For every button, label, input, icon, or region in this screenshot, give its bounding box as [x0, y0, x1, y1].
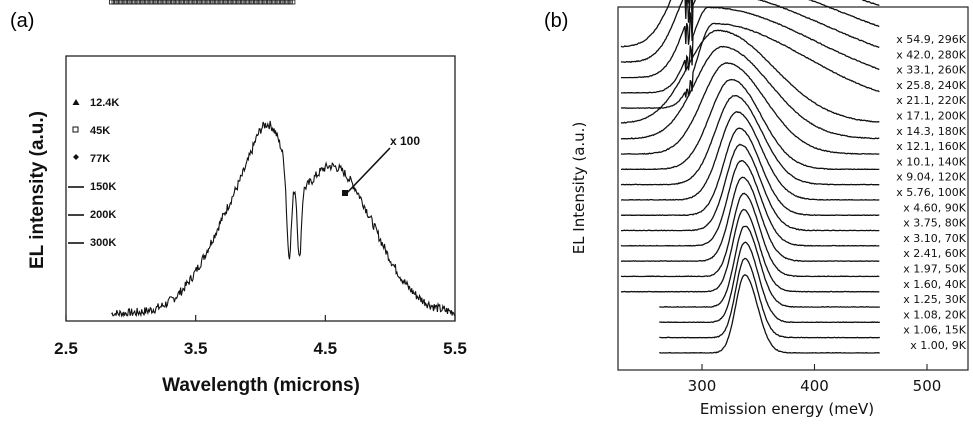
- curves-a: [108, 0, 456, 318]
- trace-b-15: [620, 29, 880, 124]
- trace-b-12: [621, 78, 880, 171]
- y-axis-label-b: EL Intensity (a.u.): [570, 122, 588, 255]
- trace-b-3: [659, 225, 880, 308]
- trace-label-b-17: x 25.8, 240K: [896, 79, 966, 92]
- trace-labels-b: x 1.00, 9K x 1.06, 15K x 1.08, 20K x 1.25, …: [896, 33, 966, 352]
- legend-marker-diamond: [73, 154, 79, 160]
- trace-label-b-8: x 3.75, 80K: [903, 217, 966, 230]
- legend-item-a-3: 150K: [68, 181, 116, 193]
- trace-b-10: [621, 111, 880, 201]
- legend-label-a-1: 45K: [90, 125, 110, 137]
- trace-b-17: [621, 6, 880, 94]
- trace-b-5: [621, 192, 880, 278]
- trace-b-1: [659, 257, 881, 339]
- trace-b-4: [621, 208, 880, 293]
- trace-b-2: [659, 241, 880, 324]
- panel-label-a: (a): [10, 10, 34, 32]
- trace-b-9: [620, 127, 880, 216]
- legend-label-a-2: 77K: [90, 153, 110, 165]
- trace-label-b-1: x 1.06, 15K: [903, 324, 966, 337]
- trace-label-b-14: x 14.3, 180K: [896, 125, 966, 138]
- trace-label-b-9: x 4.60, 90K: [903, 201, 966, 214]
- legend-label-a-5: 300K: [90, 237, 116, 249]
- annotation-arrow: [344, 147, 391, 196]
- x-axis-label-b: Emission energy (meV): [700, 400, 874, 418]
- trace-label-b-0: x 1.00, 9K: [910, 339, 966, 352]
- trace-label-b-19: x 42.0, 280K: [896, 48, 966, 61]
- trace-b-16: [620, 22, 880, 109]
- series-a-300K: [111, 120, 456, 318]
- curves-b: [620, 0, 881, 354]
- legend-label-a-3: 150K: [90, 181, 116, 193]
- trace-label-b-11: x 9.04, 120K: [896, 171, 966, 184]
- trace-b-0: [659, 274, 880, 354]
- trace-b-11: [620, 95, 880, 186]
- trace-b-18: [621, 0, 880, 79]
- trace-label-b-6: x 2.41, 60K: [903, 247, 966, 260]
- trace-b-14: [621, 45, 880, 140]
- x-tick-label-b-2: 500: [913, 377, 942, 395]
- legend-item-a-2: 77K: [73, 153, 110, 165]
- trace-b-6: [620, 176, 880, 262]
- plot-frame-a: [65, 55, 456, 322]
- x-tick-label-a-1: 3.5: [184, 339, 208, 358]
- trace-label-b-2: x 1.08, 20K: [903, 308, 966, 321]
- x-axis-label-a: Wavelength (microns): [162, 375, 360, 396]
- trace-label-b-18: x 33.1, 260K: [896, 64, 966, 77]
- panel-a: 2.5 3.5 4.5 5.5 12.4K 45K 77K 150K 200K 300K x 1…: [27, 0, 467, 396]
- legend-marker-triangle: [72, 99, 80, 105]
- x-tick-label-a-3: 5.5: [443, 339, 467, 358]
- x-tick-label-a-2: 4.5: [314, 339, 338, 358]
- trace-label-b-3: x 1.25, 30K: [903, 293, 966, 306]
- trace-b-7: [620, 159, 880, 247]
- annotation-x100: x 100: [390, 134, 420, 148]
- trace-label-b-10: x 5.76, 100K: [896, 186, 966, 199]
- legend-item-a-4: 200K: [68, 209, 116, 221]
- panel-b: x 1.00, 9K x 1.06, 15K x 1.08, 20K x 1.25, …: [570, 0, 969, 418]
- x-tick-label-b-0: 300: [688, 377, 717, 395]
- trace-label-b-7: x 3.10, 70K: [903, 232, 966, 245]
- trace-label-b-13: x 12.1, 160K: [896, 140, 966, 153]
- legend-a: 12.4K 45K 77K 150K 200K 300K: [68, 97, 119, 249]
- legend-marker-square: [72, 126, 79, 133]
- trace-b-19: [620, 0, 880, 64]
- plot-frame-b: [617, 6, 969, 371]
- trace-label-b-12: x 10.1, 140K: [896, 155, 966, 168]
- legend-item-a-5: 300K: [68, 237, 116, 249]
- trace-label-b-16: x 21.1, 220K: [896, 94, 966, 107]
- legend-label-a-0: 12.4K: [90, 97, 119, 109]
- panel-label-b: (b): [544, 10, 568, 32]
- trace-label-b-20: x 54.9, 296K: [896, 33, 966, 46]
- y-axis-label-a: EL intensity (a.u.): [27, 111, 48, 269]
- trace-b-20: [620, 0, 880, 48]
- x-tick-label-a-0: 2.5: [54, 339, 78, 358]
- trace-label-b-5: x 1.97, 50K: [903, 263, 966, 276]
- x-ticks-a: 2.5 3.5 4.5 5.5: [54, 315, 467, 358]
- x-tick-label-b-1: 400: [800, 377, 829, 395]
- trace-label-b-15: x 17.1, 200K: [896, 110, 966, 123]
- trace-b-8: [621, 143, 880, 232]
- trace-label-b-4: x 1.60, 40K: [903, 278, 966, 291]
- series-a-45K-markers: [108, 0, 296, 5]
- legend-item-a-0: 12.4K: [72, 97, 119, 109]
- trace-b-13: [620, 62, 880, 155]
- legend-item-a-1: 45K: [72, 125, 110, 137]
- x-ticks-b: 300 400 500: [688, 364, 942, 395]
- legend-label-a-4: 200K: [90, 209, 116, 221]
- annotation-marker: [342, 190, 348, 196]
